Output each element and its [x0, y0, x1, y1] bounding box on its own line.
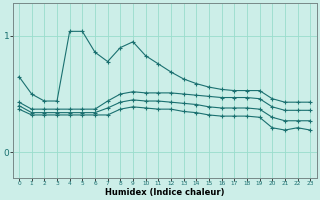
X-axis label: Humidex (Indice chaleur): Humidex (Indice chaleur) — [105, 188, 224, 197]
